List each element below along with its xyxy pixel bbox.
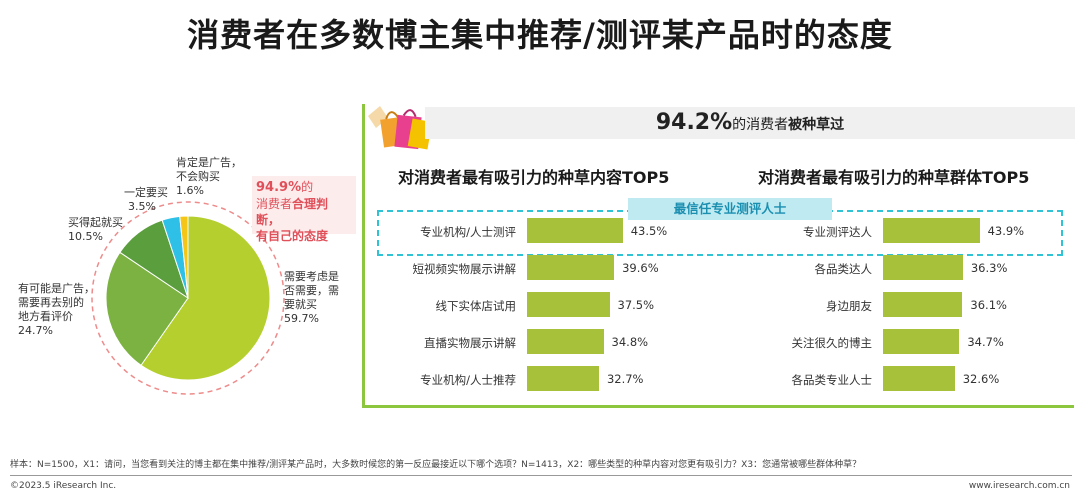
bar (527, 329, 604, 354)
bar (883, 292, 963, 317)
bar-value-label: 36.1% (970, 298, 1007, 312)
pie-label-maybe-ad: 有可能是广告， 需要再去别的 地方看评价 24.7% (18, 282, 95, 337)
pie-label-afford-buy: 买得起就买 10.5% (68, 216, 123, 243)
bar (883, 218, 980, 243)
pie-slice-1 (105, 251, 189, 366)
bar-label: 专业测评达人 (803, 225, 872, 239)
bar-label: 专业机构/人士测评 (420, 225, 516, 239)
bar (527, 218, 623, 243)
bar-value-label: 43.5% (630, 224, 668, 238)
pie-label-must-buy: 一定要买 3.5% (124, 186, 168, 213)
footer-note: 样本：N=1500，X1：请问，当您看到关注的博主都在集中推荐/测评某产品时，大… (10, 460, 862, 470)
pie-slice-0 (140, 215, 271, 381)
footer-copyright: ©2023.5 iResearch Inc. (10, 481, 117, 491)
bar-value-label: 32.6% (962, 372, 1000, 386)
bar-label: 身边朋友 (826, 299, 872, 313)
bar-label: 短视频实物展示讲解 (412, 262, 517, 276)
bar-value-label: 43.9% (987, 224, 1025, 238)
bar-label: 各品类专业人士 (791, 373, 873, 387)
right-bar-title: 对消费者最有吸引力的种草群体TOP5 (758, 168, 1030, 187)
bar-label: 直播实物展示讲解 (424, 336, 516, 350)
bar-label: 专业机构/人士推荐 (420, 373, 516, 387)
bar (527, 292, 610, 317)
banner: 94.2%的消费者被种草过 (425, 107, 1075, 139)
pie-chart (91, 201, 285, 395)
bar (527, 255, 615, 280)
bar (883, 255, 963, 280)
bar (527, 366, 599, 391)
pie-label-consider: 需要考虑是 否需要，需 要就买 59.7% (284, 270, 339, 325)
right-panel-frame (362, 104, 1074, 408)
bar-label: 线下实体店试用 (435, 299, 517, 313)
footer-divider (10, 475, 1072, 476)
pie-dashed-ring (91, 201, 285, 395)
pie-label-never-buy: 肯定是广告， 不会购买 1.6% (176, 156, 242, 197)
bar (883, 329, 960, 354)
bar-label: 关注很久的博主 (791, 336, 873, 350)
page-title: 消费者在多数博主集中推荐/测评某产品时的态度 (187, 16, 893, 54)
left-bar-title: 对消费者最有吸引力的种草内容TOP5 (398, 168, 670, 187)
bar (883, 366, 955, 391)
bar-value-label: 32.7% (606, 372, 644, 386)
pie-callout: 94.9%的 消费者合理判断， 有自己的态度 (252, 176, 356, 243)
shopping-bags-icon (368, 106, 433, 150)
bar-label: 各品类达人 (814, 262, 873, 276)
bar-value-label: 39.6% (622, 261, 659, 275)
bar-value-label: 34.8% (611, 335, 649, 349)
bar-value-label: 37.5% (617, 298, 655, 312)
footer-site: www.iresearch.com.cn (968, 481, 1070, 491)
bar-value-label: 34.7% (967, 335, 1004, 349)
pie-slice-4 (179, 215, 189, 299)
bar-value-label: 36.3% (970, 261, 1008, 275)
highlight-tag: 最信任专业测评人士 (628, 198, 832, 220)
